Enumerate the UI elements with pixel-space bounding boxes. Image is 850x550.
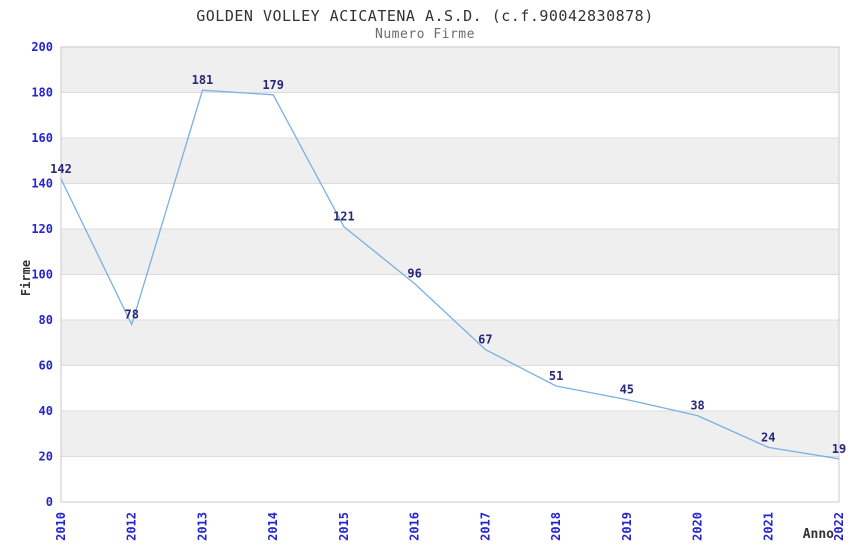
y-tick-label: 80 (39, 313, 53, 327)
data-point-label: 24 (761, 430, 775, 444)
plot-band (61, 47, 839, 93)
plot-band (61, 274, 839, 320)
x-tick-label: 2017 (478, 512, 492, 541)
data-point-label: 51 (549, 369, 563, 383)
x-tick-label: 2014 (266, 512, 280, 541)
y-tick-label: 100 (31, 268, 53, 282)
x-tick-label: 2016 (408, 512, 422, 541)
data-point-label: 121 (333, 210, 355, 224)
y-tick-label: 60 (39, 359, 53, 373)
plot-band (61, 365, 839, 411)
x-tick-label: 2021 (761, 512, 775, 541)
y-tick-label: 0 (46, 495, 53, 509)
data-point-label: 38 (690, 399, 704, 413)
y-tick-label: 140 (31, 177, 53, 191)
x-axis-label: Anno (802, 527, 834, 542)
x-tick-label: 2020 (691, 512, 705, 541)
plot-band (61, 138, 839, 184)
plot-band (61, 320, 839, 366)
x-tick-label: 2018 (549, 512, 563, 541)
data-point-label: 96 (407, 267, 421, 281)
y-tick-label: 160 (31, 131, 53, 145)
y-tick-label: 120 (31, 222, 53, 236)
series-line (60, 89, 840, 460)
x-tick-label: 2010 (54, 512, 68, 541)
plot-band (61, 411, 839, 457)
plot-band (61, 92, 839, 138)
x-tick-label: 2019 (620, 512, 634, 541)
x-tick-label: 2012 (125, 512, 139, 541)
data-point-label: 45 (620, 383, 634, 397)
chart-title: GOLDEN VOLLEY ACICATENA A.S.D. (c.f.9004… (196, 7, 654, 25)
x-tick-label: 2013 (195, 512, 209, 541)
plot-band (61, 229, 839, 275)
data-point-label: 179 (262, 78, 284, 92)
y-tick-label: 40 (39, 404, 53, 418)
data-point-label: 19 (832, 442, 846, 456)
data-point-label: 78 (125, 308, 139, 322)
data-point-label: 142 (50, 162, 72, 176)
y-tick-label: 180 (31, 86, 53, 100)
data-point-label: 67 (478, 333, 492, 347)
plot-border (60, 46, 840, 503)
chart-subtitle: Numero Firme (375, 27, 475, 42)
plot-band (61, 456, 839, 502)
y-tick-label: 200 (31, 40, 53, 54)
x-tick-label: 2022 (832, 512, 846, 541)
x-tick-label: 2015 (337, 512, 351, 541)
data-point-label: 181 (192, 73, 214, 87)
y-tick-label: 20 (39, 450, 53, 464)
plot-band (61, 183, 839, 229)
